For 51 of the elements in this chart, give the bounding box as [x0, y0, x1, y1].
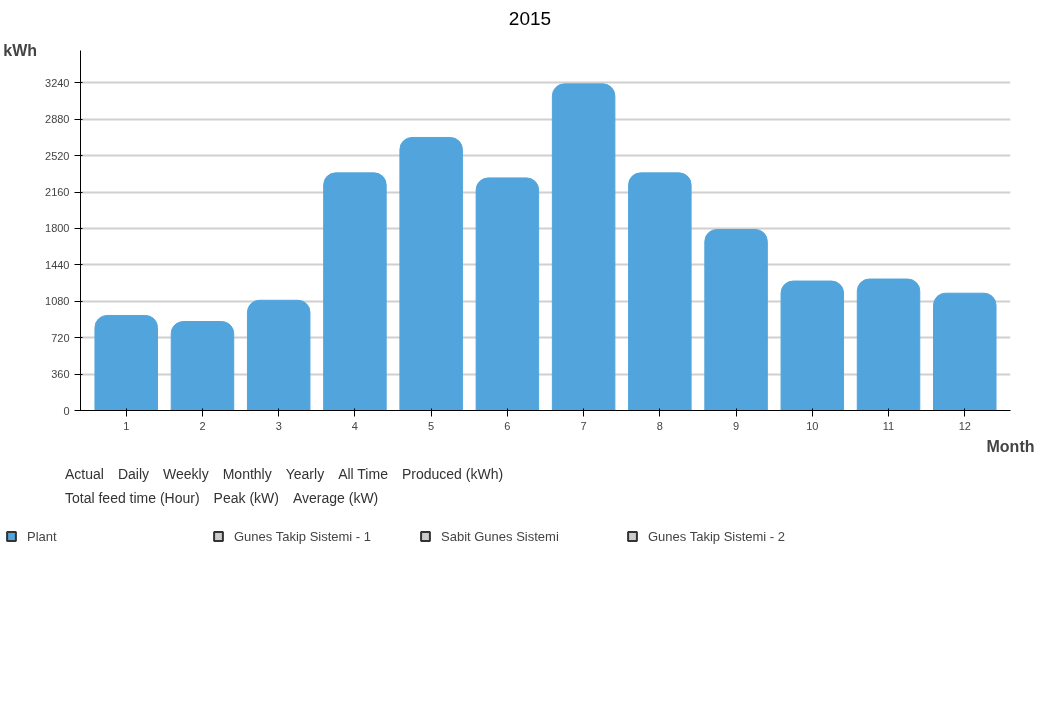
text: Peak (kW)	[213, 489, 279, 508]
text: Total feed time (Hour)	[65, 489, 200, 508]
bar	[94, 314, 158, 411]
bar	[170, 321, 235, 411]
text: Average (kW)	[292, 489, 379, 508]
x-tick-label: 4	[351, 419, 358, 432]
x-tick-label: 9	[733, 419, 740, 432]
text: Produced (kWh)	[401, 465, 504, 484]
x-tick-label: 1	[123, 419, 130, 432]
bar	[933, 292, 997, 411]
bar	[246, 299, 311, 411]
y-tick-label: 3240	[45, 76, 70, 89]
y-tick-label: 2880	[45, 113, 70, 126]
text: 2015	[507, 7, 553, 31]
legend-label: Gunes Takip Sistemi - 2	[648, 528, 787, 544]
legend-label: Plant	[27, 528, 58, 544]
text: Weekly	[163, 465, 209, 484]
bar	[475, 177, 540, 411]
bar	[780, 280, 845, 411]
x-tick-label: 6	[504, 419, 511, 432]
y-tick-label: 2520	[45, 149, 70, 162]
bar	[704, 228, 768, 411]
x-tick-label: 2	[199, 419, 206, 432]
y-tick-label: 720	[51, 331, 70, 344]
text: Daily	[117, 465, 150, 484]
x-tick-label: 7	[580, 419, 587, 432]
x-tick-label: 12	[958, 419, 971, 432]
legend-label: Gunes Takip Sistemi - 1	[234, 528, 373, 544]
x-tick-label: 8	[656, 419, 663, 432]
bar	[628, 172, 692, 411]
y-tick-label: 1440	[45, 258, 70, 271]
x-tick-label: 5	[428, 419, 435, 432]
y-axis-title: kWh	[3, 42, 38, 59]
text: All Time	[338, 465, 388, 484]
legend-label: Sabit Gunes Sistemi	[441, 528, 560, 544]
bar	[856, 278, 921, 411]
x-tick-label: 10	[806, 419, 819, 432]
text: Monthly	[222, 465, 272, 484]
x-axis-title: Month	[986, 437, 1035, 455]
x-tick-label: 3	[275, 419, 282, 432]
y-tick-label: 360	[51, 368, 70, 381]
y-tick-label: 0	[63, 404, 70, 417]
bar	[323, 172, 387, 411]
text: Yearly	[285, 465, 325, 484]
y-tick-label: 2160	[45, 186, 70, 199]
y-tick-label: 1800	[45, 222, 70, 235]
bar	[551, 83, 616, 411]
text: Actual	[65, 465, 104, 484]
x-tick-label: 11	[882, 419, 895, 432]
y-tick-label: 1080	[45, 295, 70, 308]
bar	[399, 136, 463, 411]
